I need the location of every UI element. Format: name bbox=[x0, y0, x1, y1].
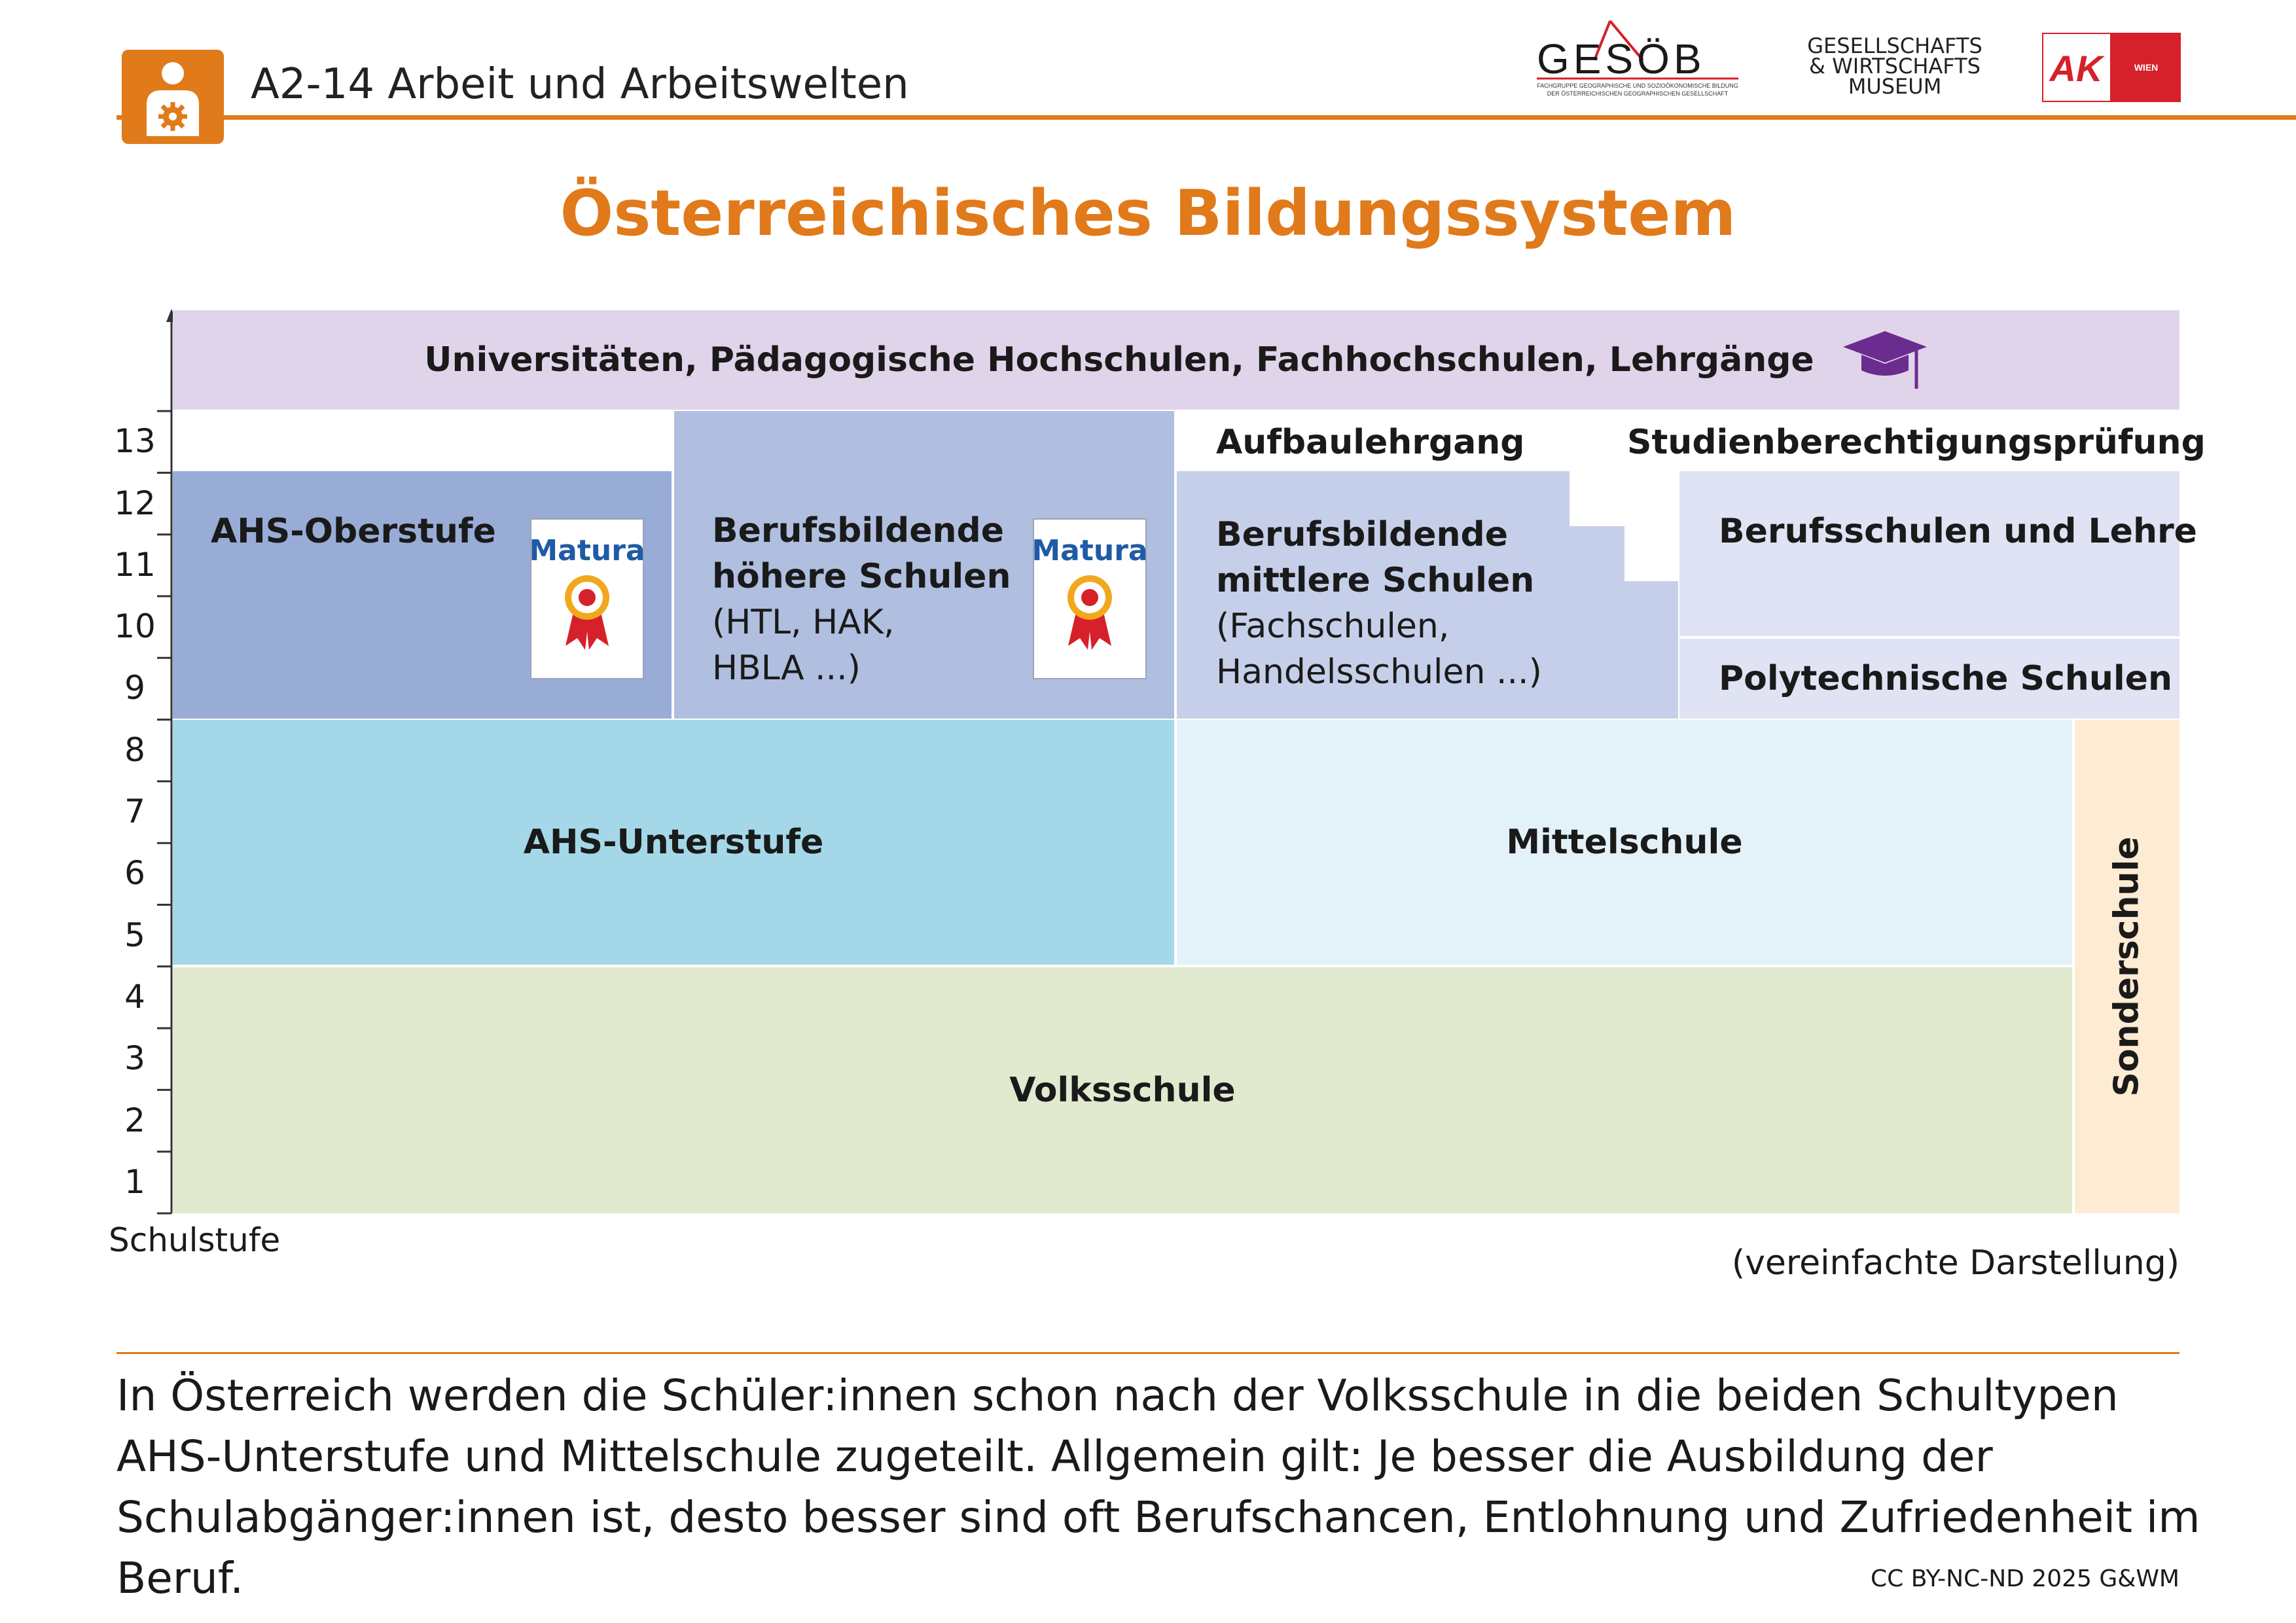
matura-badge: Matura bbox=[1031, 518, 1148, 679]
matura-badge: Matura bbox=[529, 518, 645, 679]
gwm-logo: GESELLSCHAFTS & WIRTSCHAFTS MUSEUM bbox=[1806, 33, 1983, 99]
schulstufe-level-label: 11 bbox=[114, 545, 156, 584]
description-text: In Österreich werden die Schüler:innen s… bbox=[117, 1370, 2200, 1603]
ahs-unterstufe-label: AHS-Unterstufe bbox=[523, 823, 824, 862]
schulstufe-level-label: 2 bbox=[124, 1101, 145, 1139]
mittelschule-label: Mittelschule bbox=[1506, 823, 1743, 862]
schulstufe-level-label: 6 bbox=[124, 854, 145, 893]
gesoeb-tagline-2: DER ÖSTERREICHISCHEN GEOGRAPHISCHEN GESE… bbox=[1547, 90, 1729, 97]
polytechnische-label: Polytechnische Schulen bbox=[1719, 659, 2172, 698]
bhs-label-2: höhere Schulen bbox=[712, 557, 1011, 596]
schulstufe-level-label: 13 bbox=[114, 422, 156, 461]
block-polytechnische: Polytechnische Schulen bbox=[1679, 639, 2179, 719]
ak-wien-logo: AK WIEN bbox=[2042, 33, 2181, 102]
gesoeb-wordmark: GESÖB bbox=[1537, 35, 1706, 82]
bhs-sub-1: (HTL, HAK, bbox=[712, 603, 895, 642]
schulstufe-level-label: 3 bbox=[124, 1039, 145, 1078]
ahs-oberstufe-label: AHS-Oberstufe bbox=[211, 512, 496, 551]
award-rosette-icon bbox=[1067, 575, 1112, 650]
schulstufe-level-label: 5 bbox=[124, 916, 145, 954]
schulstufe-level-label: 8 bbox=[124, 730, 145, 769]
award-rosette-icon bbox=[565, 575, 609, 650]
berufsschulen-label: Berufsschulen und Lehre bbox=[1719, 512, 2197, 551]
schulstufe-level-label: 7 bbox=[124, 793, 145, 831]
text-divider bbox=[117, 1352, 2179, 1354]
ak-city: WIEN bbox=[2134, 62, 2159, 73]
bhs-sub-2: HBLA ...) bbox=[712, 649, 861, 688]
ak-mark: AK bbox=[2049, 48, 2105, 89]
bms-label-1: Berufsbildende bbox=[1216, 515, 1509, 554]
bms-label-2: mittlere Schulen bbox=[1216, 561, 1535, 600]
gwm-line-1: GESELLSCHAFTS bbox=[1807, 33, 1982, 58]
schulstufe-level-label: 10 bbox=[114, 607, 156, 646]
license-credit: CC BY-NC-ND 2025 G&WM bbox=[1871, 1565, 2179, 1592]
gesoeb-logo: GESÖB FACHGRUPPE GEOGRAPHISCHE UND SOZIO… bbox=[1532, 16, 1742, 101]
schulstufe-level-label: 4 bbox=[124, 977, 145, 1016]
bhs-label-1: Berufsbildende bbox=[712, 511, 1005, 550]
schulstufe-level-label: 12 bbox=[114, 484, 156, 522]
block-bms: Berufsbildende mittlere Schulen (Fachsch… bbox=[1177, 471, 1678, 719]
schulstufe-level-label: 9 bbox=[124, 669, 145, 707]
page-title: Österreichisches Bildungssystem bbox=[560, 177, 1736, 250]
schulstufe-level-label: 1 bbox=[124, 1162, 145, 1201]
simplified-note: (vereinfachte Darstellung) bbox=[1731, 1243, 2179, 1283]
gwm-line-2: & WIRTSCHAFTS bbox=[1809, 54, 1981, 79]
block-ahs-unterstufe: AHS-Unterstufe bbox=[173, 720, 1174, 965]
block-bhs: Berufsbildende höhere Schulen (HTL, HAK,… bbox=[674, 411, 1174, 719]
bms-sub-2: Handelsschulen ...) bbox=[1216, 652, 1542, 692]
block-sonderschule: Sonderschule bbox=[2075, 720, 2179, 1213]
block-ahs-oberstufe: AHS-Oberstufe Matura bbox=[173, 471, 672, 719]
studienberechtigung-label: Studienberechtigungsprüfung bbox=[1627, 423, 2206, 462]
gwm-line-3: MUSEUM bbox=[1848, 74, 1942, 99]
block-university: Universitäten, Pädagogische Hochschulen,… bbox=[173, 310, 2179, 410]
volksschule-label: Volksschule bbox=[1009, 1071, 1236, 1110]
graduation-cap-icon bbox=[1842, 327, 1928, 393]
bms-sub-1: (Fachschulen, bbox=[1216, 607, 1450, 646]
sonderschule-label: Sonderschule bbox=[2108, 836, 2147, 1097]
university-label: Universitäten, Pädagogische Hochschulen,… bbox=[424, 340, 1814, 380]
person-gear-icon bbox=[122, 50, 224, 144]
block-berufsschulen: Berufsschulen und Lehre bbox=[1679, 471, 2197, 636]
axis-label: Schulstufe bbox=[109, 1221, 281, 1259]
block-volksschule: Volksschule bbox=[173, 967, 2072, 1213]
header-divider bbox=[117, 115, 2296, 120]
matura-text: Matura bbox=[529, 534, 645, 567]
header-title: A2-14 Arbeit und Arbeitswelten bbox=[251, 60, 909, 109]
matura-text: Matura bbox=[1031, 534, 1148, 567]
block-mittelschule: Mittelschule bbox=[1177, 720, 2072, 965]
aufbaulehrgang-label: Aufbaulehrgang bbox=[1216, 423, 1525, 462]
gesoeb-tagline-1: FACHGRUPPE GEOGRAPHISCHE UND SOZIOÖKONOM… bbox=[1537, 82, 1738, 89]
